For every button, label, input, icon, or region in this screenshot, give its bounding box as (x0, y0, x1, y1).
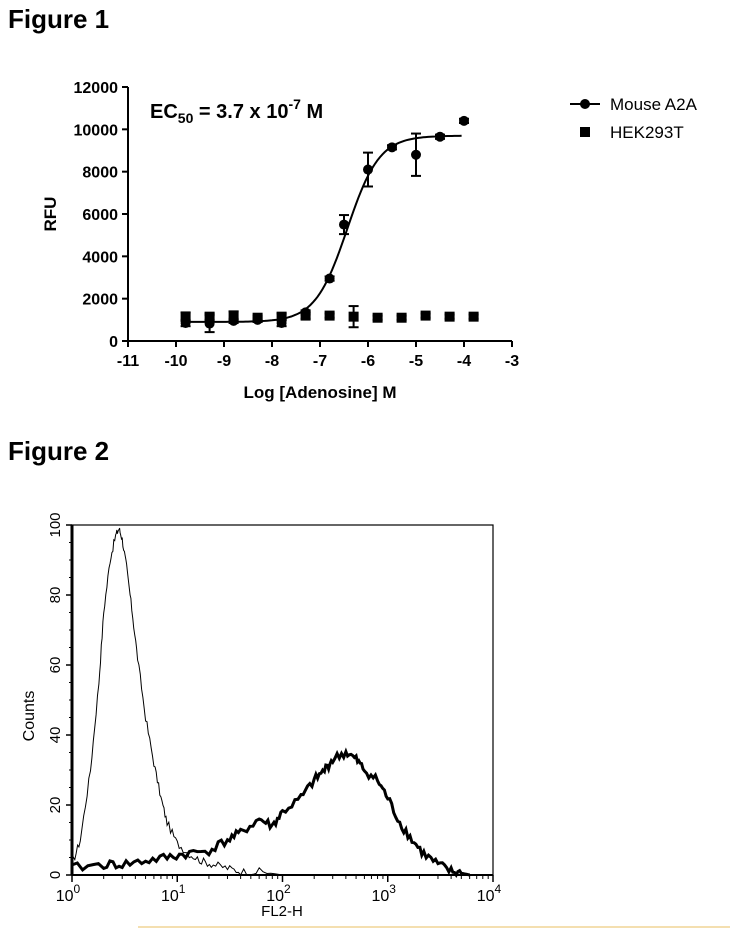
hek293t-point (204, 311, 215, 322)
x-tick-label: 103 (372, 882, 397, 905)
figure2-heading: Figure 2 (8, 436, 110, 466)
x-tick-base: 10 (266, 888, 284, 905)
x-tick-label: -8 (265, 353, 279, 370)
y-tick-label: 6000 (82, 207, 118, 224)
plot-frame (71, 524, 494, 876)
y-axis-label: Counts (21, 691, 38, 742)
y-tick-label: 12000 (74, 80, 119, 97)
y-tick-label: 8000 (82, 165, 118, 182)
x-tick-label: -3 (505, 353, 519, 370)
y-tick-label: 20 (47, 797, 64, 814)
histogram-control-line (71, 527, 283, 876)
mouse-a2a-point (363, 164, 373, 175)
figure1-heading: Figure 1 (8, 4, 110, 34)
y-tick-label: 0 (109, 334, 118, 351)
ec50-annotation: EC50 = 3.7 x 10-7 M (150, 96, 323, 126)
x-tick-label: -6 (361, 353, 375, 370)
x-tick-label: 104 (477, 882, 502, 905)
mouse-a2a-point (459, 115, 469, 126)
y-axis-label: RFU (41, 197, 60, 232)
hek293t-point (300, 310, 311, 321)
mouse-a2a-point (435, 131, 445, 142)
hek293t-point (372, 312, 383, 323)
hek293t-point (468, 311, 479, 322)
legend-label-mouse-a2a: Mouse A2A (610, 95, 698, 114)
y-tick-label: 4000 (82, 249, 118, 266)
x-tick-label: -10 (164, 353, 187, 370)
y-tick-label: 80 (47, 587, 64, 604)
mouse-a2a-point (387, 142, 397, 153)
mouse-a2a-point (324, 273, 335, 284)
y-tick-label: 10000 (74, 122, 119, 139)
x-tick-label: -7 (313, 353, 327, 370)
hek293t-point (444, 311, 455, 322)
ec50-exponent: -7 (288, 96, 301, 112)
x-tick-exponent: 1 (179, 882, 186, 896)
hek293t-point (324, 310, 335, 321)
figure1-chart: 0 2000 4000 6000 8000 10000 12000 -11 -10 -9 -8 -7… (41, 80, 698, 402)
ec50-main: EC (150, 101, 178, 123)
legend: Mouse A2A HEK293T (570, 95, 698, 142)
x-tick-exponent: 3 (389, 882, 396, 896)
x-tick-exponent: 2 (284, 882, 291, 896)
x-axis-label: FL2-H (261, 903, 303, 920)
y-tick-label: 2000 (82, 292, 118, 309)
x-tick-label: -11 (117, 353, 139, 370)
ec50-unit: M (301, 101, 323, 123)
y-tick-label: 40 (47, 727, 64, 744)
legend-circle-marker (580, 99, 590, 109)
x-tick-label: 100 (56, 882, 81, 905)
y-tick-label: 60 (47, 657, 64, 674)
ec50-value: = 3.7 x 10 (193, 101, 288, 123)
sigmoid-fit-line (185, 134, 462, 323)
ec50-subscript: 50 (178, 110, 194, 126)
x-tick-label: -9 (217, 353, 231, 370)
bottom-divider (138, 926, 730, 928)
x-tick-label: 102 (266, 882, 291, 905)
legend-item-hek293t: HEK293T (580, 123, 684, 142)
histogram-stained-line (71, 747, 471, 878)
legend-square-marker (580, 127, 590, 137)
legend-item-mouse-a2a: Mouse A2A (570, 95, 698, 114)
hek293t-point (252, 312, 263, 323)
y-ticks: 0 20 40 60 80 100 (47, 512, 72, 879)
x-axis-label: Log [Adenosine] M (244, 383, 397, 402)
mouse-a2a-point (339, 219, 349, 230)
y-tick-label: 0 (47, 871, 64, 879)
x-ticks: -11 -10 -9 -8 -7 -6 -5 -4 -3 (117, 341, 519, 370)
hek293t-point (180, 311, 191, 322)
mouse-a2a-point (411, 149, 421, 160)
x-tick-label: -4 (457, 353, 471, 370)
data-points (180, 115, 479, 329)
hek293t-point (228, 310, 239, 321)
y-tick-label: 100 (47, 512, 64, 537)
x-tick-exponent: 4 (495, 882, 502, 896)
hek293t-point (348, 311, 359, 322)
x-tick-exponent: 0 (74, 882, 81, 896)
y-ticks: 0 2000 4000 6000 8000 10000 12000 (74, 80, 128, 351)
hek293t-point (396, 312, 407, 323)
x-tick-label: 101 (161, 882, 186, 905)
hek293t-point (420, 310, 431, 321)
x-tick-label: -5 (409, 353, 423, 370)
x-tick-base: 10 (477, 888, 495, 905)
legend-label-hek293t: HEK293T (610, 123, 684, 142)
hek293t-point (276, 311, 287, 322)
x-tick-base: 10 (56, 888, 74, 905)
x-tick-base: 10 (372, 888, 390, 905)
x-ticks: 100 101 102 103 104 (56, 875, 502, 905)
x-tick-base: 10 (161, 888, 179, 905)
error-bars (180, 117, 479, 334)
